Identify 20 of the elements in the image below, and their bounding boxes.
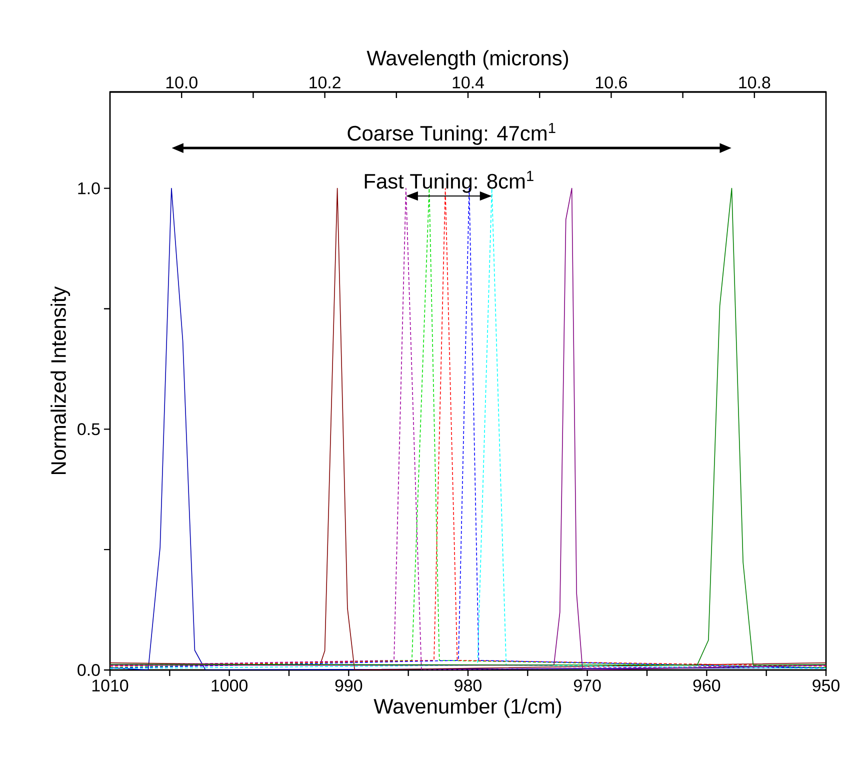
x-axis-title: Wavenumber (1/cm) (374, 698, 562, 718)
y-axis-title: Normalized Intensity (50, 286, 70, 474)
x2-tick-label: 10.0 (166, 76, 198, 88)
x2-tick-label: 10.4 (452, 76, 484, 88)
x2-tick-label: 10.2 (310, 76, 340, 88)
x-tick-label: 960 (693, 680, 720, 692)
y-tick-label: 1.0 (78, 182, 100, 194)
y-tick-label: 0.5 (78, 423, 100, 436)
y-tick-label: 0.0 (78, 664, 100, 676)
x-tick-label: 970 (574, 680, 601, 692)
annotation: Coarse Tuning: 47cm$^{1}$ (348, 122, 556, 145)
x2-tick-label: 10.8 (739, 76, 770, 88)
x-tick-label: 1000 (212, 680, 248, 692)
x-tick-label: 990 (335, 680, 362, 692)
x-tick-label: 1010 (92, 680, 128, 692)
x2-tick-label: 10.6 (596, 76, 627, 88)
annotation: Fast Tuning: 8cm$^{1}$ (364, 170, 534, 193)
x-tick-label: 950 (812, 680, 840, 692)
x-tick-label: 980 (454, 680, 482, 692)
x2-axis-title: Wavelength (microns) (366, 50, 568, 70)
